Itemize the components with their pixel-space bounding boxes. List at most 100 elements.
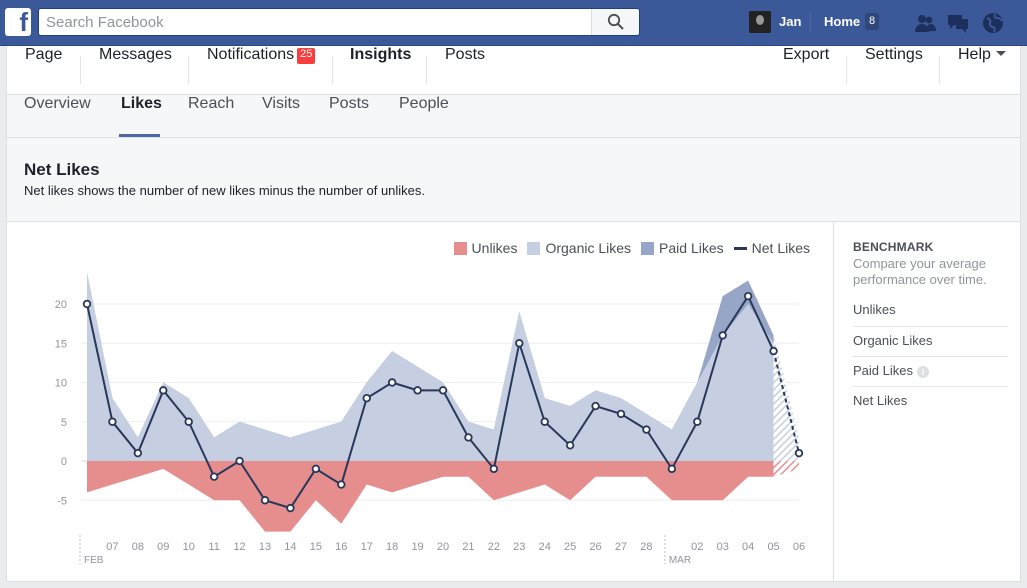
tab-reach[interactable]: Reach xyxy=(188,95,235,112)
benchmark-subtitle: Compare your average performance over ti… xyxy=(853,256,987,287)
net-likes-point xyxy=(464,433,473,442)
legend-organic-likes[interactable]: Organic Likes xyxy=(527,240,631,256)
legend-net-likes[interactable]: Net Likes xyxy=(733,240,810,256)
globe-notifications-icon[interactable] xyxy=(981,11,1005,35)
tab-likes[interactable]: Likes xyxy=(121,95,162,112)
x-tick-label: 23 xyxy=(513,541,525,553)
legend-label-organic-likes: Organic Likes xyxy=(545,240,632,256)
page-tab[interactable]: Page xyxy=(25,46,63,63)
net-likes-point xyxy=(184,417,193,426)
net-likes-point xyxy=(133,448,143,458)
x-tick-label: 27 xyxy=(615,541,627,553)
tab-posts[interactable]: Posts xyxy=(329,95,370,112)
insights-subtabs: Overview Likes Reach Visits Posts People xyxy=(6,95,1021,138)
x-tick-label: 18 xyxy=(386,541,398,553)
benchmark-item-paid-likes-label: Paid Likes xyxy=(853,363,913,378)
x-tick-label: 24 xyxy=(539,541,551,553)
benchmark-title: BENCHMARK xyxy=(853,240,934,254)
net-likes-point xyxy=(209,472,219,481)
x-tick-label: 16 xyxy=(335,541,347,553)
legend-paid-likes[interactable]: Paid Likes xyxy=(641,240,724,256)
organic-likes-area xyxy=(87,272,774,461)
benchmark-item-unlikes[interactable]: Unlikes xyxy=(853,302,896,317)
divider xyxy=(810,12,811,32)
divider xyxy=(939,56,940,84)
messages-tab[interactable]: Messages xyxy=(99,46,172,63)
net-likes-point xyxy=(667,464,677,474)
x-tick-label: 10 xyxy=(183,541,195,553)
legend-label-paid-likes: Paid Likes xyxy=(659,240,724,256)
messages-icon[interactable] xyxy=(946,11,970,35)
month-label: MAR xyxy=(669,555,691,566)
divider xyxy=(426,56,427,84)
avatar[interactable] xyxy=(749,11,771,33)
notifications-tab[interactable]: Notifications 25 xyxy=(207,46,316,94)
friend-requests-icon[interactable] xyxy=(913,11,937,35)
divider xyxy=(332,56,333,84)
section-header: Net Likes Net likes shows the number of … xyxy=(6,138,1021,222)
settings-button[interactable]: Settings xyxy=(865,46,923,63)
legend-label-unlikes: Unlikes xyxy=(471,240,518,256)
net-likes-point xyxy=(387,378,397,387)
x-tick-label: 20 xyxy=(437,541,449,553)
tab-people[interactable]: People xyxy=(399,95,449,112)
info-icon[interactable]: i xyxy=(916,366,929,378)
y-tick-label: 15 xyxy=(55,338,67,350)
tab-overview[interactable]: Overview xyxy=(24,95,91,112)
posts-tab[interactable]: Posts xyxy=(445,46,486,63)
benchmark-panel: BENCHMARK Compare your average performan… xyxy=(833,222,1022,581)
net-likes-point xyxy=(616,409,626,419)
profile-link[interactable]: Jan xyxy=(779,14,802,29)
section-title: Net Likes xyxy=(24,160,100,179)
benchmark-item-net-likes[interactable]: Net Likes xyxy=(853,386,1008,416)
x-tick-label: 26 xyxy=(589,541,601,553)
legend-swatch-organic-likes xyxy=(527,241,541,255)
x-tick-label: 11 xyxy=(208,541,219,553)
net-likes-point xyxy=(159,386,168,395)
divider xyxy=(80,56,81,84)
net-likes-point xyxy=(82,299,92,309)
net-likes-point xyxy=(540,417,549,426)
y-tick-label: 20 xyxy=(55,299,67,311)
tab-visits[interactable]: Visits xyxy=(262,95,300,112)
x-tick-label: 25 xyxy=(564,541,576,553)
section-description: Net likes shows the number of new likes … xyxy=(24,183,426,198)
net-likes-point xyxy=(260,496,270,505)
x-tick-label: 07 xyxy=(106,541,118,553)
benchmark-item-paid-likes[interactable]: Paid Likes i xyxy=(853,356,1008,386)
benchmark-item-organic-likes[interactable]: Organic Likes xyxy=(853,326,1008,356)
x-tick-label: 02 xyxy=(691,541,703,553)
notifications-label: Notifications xyxy=(207,46,295,63)
chart-legend: Unlikes Organic Likes Paid Likes Net Lik… xyxy=(453,240,810,256)
unlikes-area xyxy=(87,461,774,532)
y-tick-label: 10 xyxy=(55,378,67,390)
search-button[interactable] xyxy=(591,9,639,35)
net-likes-point xyxy=(337,480,346,489)
x-tick-label: 22 xyxy=(488,541,500,553)
legend-swatch-paid-likes xyxy=(641,241,655,255)
help-menu[interactable]: Help xyxy=(958,46,1006,94)
export-button[interactable]: Export xyxy=(783,46,830,63)
x-tick-label: 09 xyxy=(157,541,169,553)
x-tick-label: 06 xyxy=(793,541,805,553)
net-likes-point xyxy=(413,386,422,395)
month-label: FEB xyxy=(84,555,104,566)
x-tick-label: 21 xyxy=(462,541,474,553)
net-likes-line xyxy=(86,294,775,510)
net-likes-point xyxy=(489,464,499,474)
x-tick-label: 08 xyxy=(132,541,144,553)
x-tick-label: 17 xyxy=(361,541,373,553)
net-likes-point xyxy=(642,425,651,434)
insights-tab[interactable]: Insights xyxy=(350,46,412,63)
help-label: Help xyxy=(958,46,991,63)
home-link[interactable]: Home xyxy=(824,14,861,29)
x-tick-label: 04 xyxy=(742,541,754,553)
top-navigation-bar: f Jan Home 8 xyxy=(0,0,1027,46)
net-likes-point xyxy=(108,417,117,426)
net-likes-point xyxy=(565,441,575,450)
search-input[interactable] xyxy=(39,9,594,35)
facebook-logo-icon[interactable]: f xyxy=(5,7,31,37)
legend-label-net-likes: Net Likes xyxy=(751,240,810,256)
x-tick-label: 15 xyxy=(310,541,322,553)
legend-unlikes[interactable]: Unlikes xyxy=(453,240,518,256)
